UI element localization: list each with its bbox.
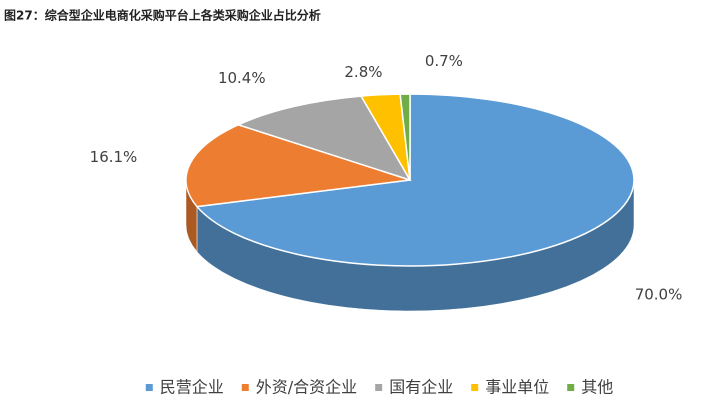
legend-label: 外资/合资企业	[256, 378, 357, 397]
pie-slice	[236, 95, 412, 182]
pie-slice	[195, 93, 635, 267]
value-label: 70.0%	[635, 285, 683, 303]
legend-label: 国有企业	[389, 378, 453, 397]
legend-swatch	[145, 384, 153, 391]
legend-label: 事业单位	[485, 378, 549, 397]
value-label: 2.8%	[344, 63, 382, 81]
legend-swatch	[375, 384, 383, 391]
pie-slice	[185, 123, 411, 208]
legend: 民营企业 外资/合资企业 国有企业 事业单位 其他	[145, 378, 613, 397]
value-label: 10.4%	[218, 69, 266, 87]
legend-label: 民营企业	[160, 378, 224, 397]
legend-label: 其他	[581, 378, 613, 397]
legend-swatch	[567, 384, 575, 391]
legend-swatch	[471, 384, 479, 391]
pie-slice	[399, 93, 411, 181]
legend-swatch	[241, 384, 249, 391]
chart-title: 图27：综合型企业电商化采购平台上各类采购企业占比分析	[4, 8, 321, 23]
value-label: 0.7%	[425, 52, 463, 70]
value-label: 16.1%	[90, 148, 138, 166]
